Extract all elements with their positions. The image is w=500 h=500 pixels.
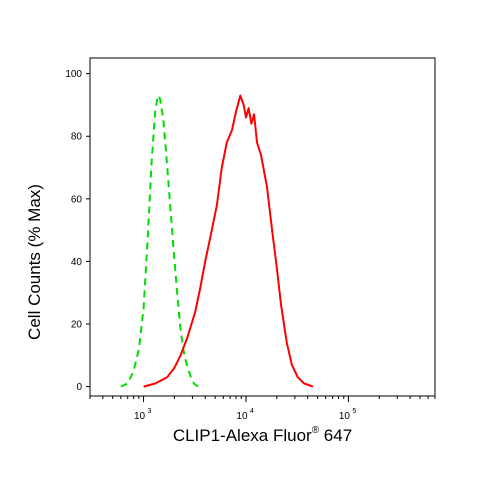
x-tick-exponent-3: 3	[148, 408, 152, 415]
x-tick-label-5: 10	[339, 411, 351, 422]
x-axis-title-main: CLIP1-Alexa Fluor	[172, 426, 312, 445]
y-tick-label-60: 60	[71, 194, 83, 205]
y-tick-label-20: 20	[71, 320, 83, 331]
y-tick-label-40: 40	[71, 257, 83, 268]
series-layer	[120, 94, 314, 388]
x-tick-exponent-5: 5	[352, 408, 356, 415]
x-tick-label-3: 10	[134, 411, 146, 422]
x-axis-title-superscript: ®	[311, 425, 320, 437]
x-axis-title: CLIP1-Alexa Fluor® 647	[90, 425, 435, 446]
y-tick-label-100: 100	[65, 69, 82, 80]
series-line-1	[120, 94, 199, 388]
y-tick-label-80: 80	[71, 132, 83, 143]
x-tick-exponent-4: 4	[250, 408, 254, 415]
x-axis: 10 3 10 4 10 5	[89, 396, 436, 422]
series-line-2	[143, 94, 314, 388]
y-axis: 0 20 40 60 80 100	[65, 69, 90, 393]
x-axis-title-suffix: 647	[319, 426, 353, 445]
plot-frame	[89, 57, 436, 397]
y-tick-label-0: 0	[76, 382, 82, 393]
x-tick-label-4: 10	[236, 411, 248, 422]
y-axis-title: Cell Counts (% Max)	[25, 184, 44, 340]
